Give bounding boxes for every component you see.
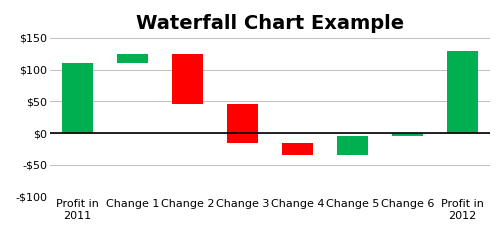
Bar (118, 54, 148, 63)
Bar (338, 136, 368, 155)
Bar (392, 133, 422, 136)
Bar (448, 50, 478, 133)
Bar (282, 143, 312, 155)
Bar (172, 54, 203, 105)
Bar (62, 63, 92, 133)
Bar (228, 105, 258, 143)
Title: Waterfall Chart Example: Waterfall Chart Example (136, 14, 404, 34)
